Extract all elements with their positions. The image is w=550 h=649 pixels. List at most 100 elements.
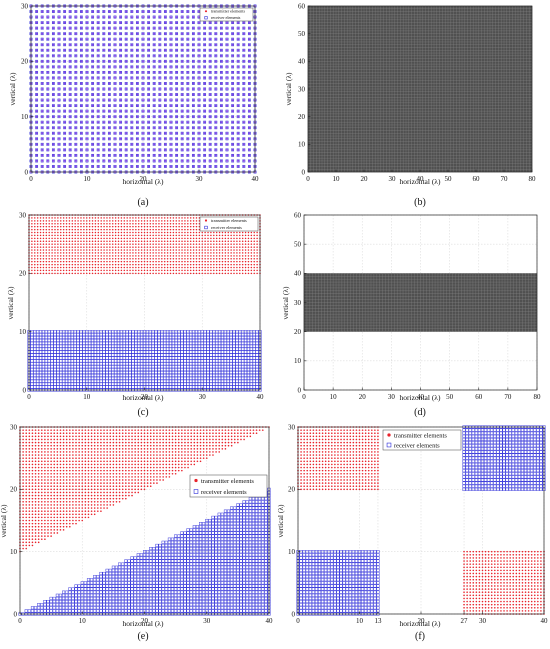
x-tick-label: 40 bbox=[252, 175, 260, 183]
x-axis-label: horizontal (λ) bbox=[400, 619, 441, 628]
x-tick-label: 40 bbox=[417, 175, 425, 183]
y-tick-label: 50 bbox=[294, 241, 302, 249]
x-tick-label: 70 bbox=[501, 175, 509, 183]
y-tick-label: 0 bbox=[298, 386, 302, 394]
x-tick-label: 40 bbox=[541, 617, 549, 625]
x-tick-label: 20 bbox=[141, 393, 149, 401]
x-tick-label: 27 bbox=[461, 617, 469, 625]
panel-0: 0 10 20 30 40 0 10 20 30 horizontal (λ) vertical (… bbox=[8, 2, 259, 208]
y-tick-label: 60 bbox=[298, 2, 306, 10]
y-tick-label: 10 bbox=[298, 141, 306, 149]
y-tick-label: 10 bbox=[294, 357, 302, 365]
x-tick-label: 10 bbox=[83, 393, 91, 401]
x-tick-label: 80 bbox=[534, 393, 542, 401]
virtual-aperture-texture bbox=[307, 5, 533, 173]
x-tick-label: 20 bbox=[141, 617, 149, 625]
axes: 0 10 20 30 40 0 10 20 30 bbox=[10, 423, 273, 625]
x-axis-label: horizontal (λ) bbox=[400, 393, 441, 402]
x-tick-label: 70 bbox=[504, 393, 512, 401]
panel-caption: (a) bbox=[137, 197, 148, 208]
x-axis-label: horizontal (λ) bbox=[400, 177, 441, 186]
y-axis-label: vertical (λ) bbox=[6, 286, 15, 319]
legend: transmitter elements receiver elements bbox=[189, 474, 268, 498]
data-marks bbox=[296, 425, 546, 616]
legend-label: transmitter elements bbox=[211, 9, 245, 14]
x-tick-label: 0 bbox=[27, 393, 31, 401]
x-tick-label: 60 bbox=[475, 393, 483, 401]
x-tick-label: 0 bbox=[29, 175, 33, 183]
legend-label: receiver elements bbox=[211, 225, 242, 230]
y-tick-label: 20 bbox=[19, 270, 27, 278]
x-tick-label: 80 bbox=[529, 175, 537, 183]
x-tick-label: 10 bbox=[84, 175, 92, 183]
legend-marker-receiver bbox=[204, 16, 208, 20]
x-tick-label: 30 bbox=[388, 393, 396, 401]
data-marks bbox=[303, 273, 538, 332]
y-tick-label: 40 bbox=[298, 58, 306, 66]
y-axis-label: vertical (λ) bbox=[276, 504, 285, 537]
legend-marker-transmitter bbox=[387, 433, 391, 437]
legend-label: transmitter elements bbox=[201, 478, 254, 485]
axes: 0 10 20 30 40 50 60 70 80 0 10 20 30 40 50 60 bbox=[298, 2, 536, 183]
x-tick-label: 0 bbox=[302, 393, 306, 401]
legend-marker-receiver bbox=[386, 442, 392, 448]
y-tick-label: 40 bbox=[294, 270, 302, 278]
axes: 0 10 20 30 40 0 10 20 30 bbox=[19, 211, 264, 401]
y-tick-label: 20 bbox=[21, 58, 29, 66]
legend-label: receiver elements bbox=[211, 15, 241, 20]
x-tick-label: 20 bbox=[418, 617, 426, 625]
y-tick-label: 10 bbox=[21, 113, 29, 121]
y-tick-label: 0 bbox=[14, 610, 18, 618]
y-axis-label: vertical (λ) bbox=[284, 72, 293, 105]
y-tick-label: 30 bbox=[294, 299, 302, 307]
y-tick-label: 0 bbox=[302, 168, 306, 176]
x-axis-label: horizontal (λ) bbox=[123, 619, 164, 628]
y-tick-label: 0 bbox=[25, 168, 29, 176]
panel-1: 0 10 20 30 40 50 60 70 80 0 10 20 30 40 50 60 horizontal… bbox=[284, 2, 536, 208]
y-tick-label: 30 bbox=[288, 423, 296, 431]
y-tick-label: 10 bbox=[288, 548, 296, 556]
x-tick-label: 60 bbox=[473, 175, 481, 183]
panel-3: 0 10 20 30 40 50 60 70 80 0 10 20 30 40 50 60 horizontal… bbox=[281, 211, 541, 418]
panel-4: 0 10 20 30 40 0 10 20 30 horizontal (λ) vertical (… bbox=[0, 423, 273, 642]
data-marks bbox=[307, 5, 533, 173]
y-tick-label: 0 bbox=[23, 386, 27, 394]
y-tick-label: 10 bbox=[19, 328, 27, 336]
y-tick-label: 50 bbox=[298, 30, 306, 38]
x-tick-label: 20 bbox=[359, 393, 367, 401]
virtual-aperture-texture bbox=[303, 273, 538, 332]
data-marks bbox=[29, 4, 257, 174]
x-tick-label: 20 bbox=[361, 175, 369, 183]
panel-caption: (c) bbox=[137, 407, 148, 418]
x-tick-label: 0 bbox=[296, 617, 300, 625]
y-axis-label: vertical (λ) bbox=[281, 286, 290, 319]
x-tick-label: 40 bbox=[266, 617, 274, 625]
y-tick-label: 20 bbox=[10, 486, 18, 494]
x-tick-label: 40 bbox=[257, 393, 265, 401]
y-axis-label: vertical (λ) bbox=[0, 504, 8, 537]
legend-label: receiver elements bbox=[201, 489, 247, 496]
legend: transmitter elements receiver elements bbox=[199, 216, 259, 232]
x-tick-label: 30 bbox=[203, 617, 211, 625]
legend-marker-transmitter bbox=[204, 10, 208, 13]
legend-label: transmitter elements bbox=[211, 218, 247, 223]
panel-caption: (b) bbox=[414, 197, 426, 208]
x-tick-label: 10 bbox=[79, 617, 87, 625]
x-tick-label: 10 bbox=[333, 175, 341, 183]
panel-caption: (e) bbox=[137, 631, 148, 642]
x-tick-label: 0 bbox=[18, 617, 22, 625]
x-tick-label: 30 bbox=[196, 175, 204, 183]
y-tick-label: 10 bbox=[10, 548, 18, 556]
legend-marker-receiver bbox=[204, 225, 208, 230]
legend-marker-receiver bbox=[193, 489, 199, 494]
data-marks bbox=[18, 426, 271, 616]
y-tick-label: 0 bbox=[292, 610, 296, 618]
x-tick-label: 10 bbox=[330, 393, 338, 401]
x-tick-label: 50 bbox=[445, 175, 453, 183]
y-tick-label: 30 bbox=[21, 2, 29, 10]
legend-marker-transmitter bbox=[194, 478, 198, 483]
axes: 0 10 20 30 40 50 60 70 80 0 10 20 30 40 50 60 bbox=[294, 211, 541, 401]
